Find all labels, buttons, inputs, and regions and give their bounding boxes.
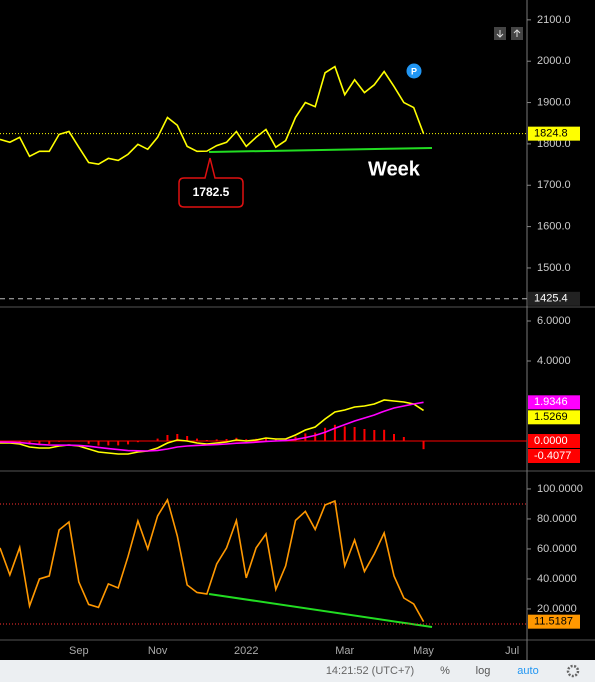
x-tick-label: Jul — [505, 645, 519, 657]
histogram-bar — [156, 438, 159, 441]
y-tick-label: 60.0000 — [537, 543, 577, 555]
trendline — [208, 147, 433, 153]
histogram-bar — [166, 435, 169, 441]
histogram-bar — [97, 441, 100, 446]
event-marker[interactable] — [406, 63, 422, 79]
x-tick-label: May — [413, 645, 434, 657]
histogram-bar — [245, 439, 248, 441]
histogram-bar — [77, 441, 80, 442]
callout — [178, 157, 244, 208]
value-box — [528, 434, 580, 448]
value-box — [528, 410, 580, 425]
y-tick-label: 2000.0 — [537, 55, 571, 67]
value-box-label: 1.9346 — [534, 396, 568, 408]
histogram-bar — [215, 439, 218, 441]
y-tick-label: 1900.0 — [537, 96, 571, 108]
value-box — [528, 291, 580, 306]
y-tick-label: 2100.0 — [537, 14, 571, 26]
histogram-bar — [343, 426, 346, 441]
histogram-bar — [314, 432, 317, 441]
histogram-bar — [353, 427, 356, 441]
histogram-bar — [274, 439, 277, 441]
value-box — [528, 449, 580, 463]
value-box — [528, 395, 580, 410]
y-tick-label: 1600.0 — [537, 221, 571, 233]
y-tick-label: 4.0000 — [537, 355, 571, 367]
histogram-bar — [422, 441, 425, 450]
histogram-bar — [363, 429, 366, 441]
histogram-bar — [402, 437, 405, 441]
series-line — [0, 401, 424, 452]
y-tick-label: 80.0000 — [537, 513, 577, 525]
histogram-bar — [58, 441, 61, 442]
percent-button[interactable]: % — [440, 665, 450, 677]
y-tick-label: 6.0000 — [537, 315, 571, 327]
status-bar — [0, 660, 595, 682]
x-tick-label: 2022 — [234, 645, 258, 657]
histogram-bar — [412, 441, 415, 442]
log-button[interactable]: log — [476, 665, 491, 677]
x-tick-label: Nov — [148, 645, 168, 657]
settings-icon[interactable] — [566, 664, 580, 678]
histogram-bar — [264, 437, 267, 441]
annotation: Week — [368, 158, 421, 180]
histogram-bar — [136, 441, 139, 443]
icon — [513, 29, 521, 37]
value-box-label: 1824.8 — [534, 128, 568, 140]
histogram-bar — [393, 434, 395, 441]
y-tick-label: 1800.0 — [537, 138, 571, 150]
y-tick-label: 20.0000 — [537, 603, 577, 615]
value-box-label: 0.0000 — [534, 435, 568, 447]
y-tick-label: 1500.0 — [537, 262, 571, 274]
histogram-bar — [67, 440, 70, 442]
icon — [496, 30, 504, 38]
callout-label: 1782.5 — [193, 185, 230, 199]
trendline — [208, 593, 433, 628]
y-tick-label: 100.0000 — [537, 483, 583, 495]
histogram-bar — [18, 441, 21, 443]
histogram-bar — [176, 434, 179, 441]
histogram-bar — [324, 427, 327, 441]
series-line — [0, 65, 425, 166]
x-tick-label: Sep — [69, 645, 89, 657]
histogram-bar — [205, 440, 208, 441]
event-marker-label: P — [411, 66, 417, 76]
value-box — [528, 126, 580, 141]
histogram-bar — [107, 441, 110, 446]
histogram-bar — [373, 430, 376, 441]
histogram-bar — [38, 441, 41, 445]
histogram-bar — [48, 441, 51, 444]
histogram-bar — [196, 438, 198, 441]
histogram-bar — [146, 441, 149, 442]
histogram-bar — [117, 441, 120, 446]
value-box-label: 1.5269 — [534, 411, 568, 423]
value-box — [528, 614, 580, 629]
auto-button[interactable]: auto — [517, 665, 538, 677]
y-tick-label: 1700.0 — [537, 179, 571, 191]
y-tick-label: 40.0000 — [537, 573, 577, 585]
value-box-label: 1425.4 — [534, 293, 568, 305]
clock: 14:21:52 (UTC+7) — [326, 665, 414, 677]
histogram-bar — [383, 429, 386, 441]
histogram-bar — [127, 441, 130, 445]
series-line — [0, 497, 425, 623]
value-box-label: 11.5187 — [534, 616, 573, 628]
histogram-bar — [225, 439, 228, 441]
histogram-bar — [333, 424, 336, 441]
histogram-bar — [186, 436, 189, 441]
x-tick-label: Mar — [335, 645, 354, 657]
histogram-bar — [87, 441, 90, 444]
value-box-label: -0.4077 — [534, 450, 571, 462]
